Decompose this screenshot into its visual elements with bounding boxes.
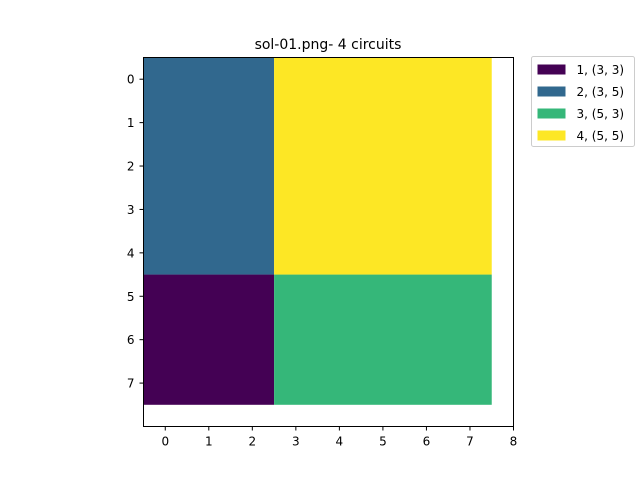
- circuit-blocks: [143, 57, 492, 405]
- legend-label: 2, (3, 5): [577, 85, 625, 99]
- y-tick-label: 4: [127, 246, 135, 260]
- x-axis: 0 1 2 3 4 5 6 7 8: [161, 426, 518, 449]
- y-tick-label: 1: [127, 116, 135, 130]
- y-axis: 0 1 2 3 4 5 6 7: [127, 73, 144, 391]
- y-tick-label: 0: [127, 73, 135, 87]
- legend-swatch: [537, 86, 566, 97]
- circuit-block-4: [274, 57, 492, 275]
- legend-swatch: [537, 64, 566, 75]
- y-tick-label: 5: [127, 290, 135, 304]
- circuit-block-2: [143, 57, 275, 275]
- y-tick-label: 7: [127, 377, 135, 391]
- legend-frame: [531, 56, 635, 147]
- chart-title: sol-01.png- 4 circuits: [255, 37, 402, 53]
- y-tick-label: 2: [127, 160, 135, 174]
- x-tick-label: 4: [336, 435, 344, 449]
- legend-label: 4, (5, 5): [577, 129, 625, 143]
- circuit-block-3: [274, 274, 492, 405]
- x-tick-label: 7: [466, 435, 474, 449]
- x-tick-label: 2: [249, 435, 257, 449]
- x-tick-label: 6: [423, 435, 431, 449]
- legend-label: 1, (3, 3): [577, 63, 625, 77]
- x-tick-label: 1: [205, 435, 213, 449]
- legend-label: 3, (5, 3): [577, 107, 625, 121]
- x-tick-label: 8: [510, 435, 518, 449]
- x-tick-label: 0: [161, 435, 169, 449]
- axes-frame: [143, 57, 514, 427]
- y-tick-label: 3: [127, 203, 135, 217]
- x-tick-label: 5: [379, 435, 387, 449]
- circuit-block-1: [143, 274, 275, 405]
- legend-swatch: [537, 108, 566, 119]
- legend: 1, (3, 3) 2, (3, 5) 3, (5, 3) 4, (5, 5): [531, 56, 635, 147]
- x-tick-label: 3: [292, 435, 300, 449]
- y-tick-label: 6: [127, 333, 135, 347]
- legend-swatch: [537, 130, 566, 141]
